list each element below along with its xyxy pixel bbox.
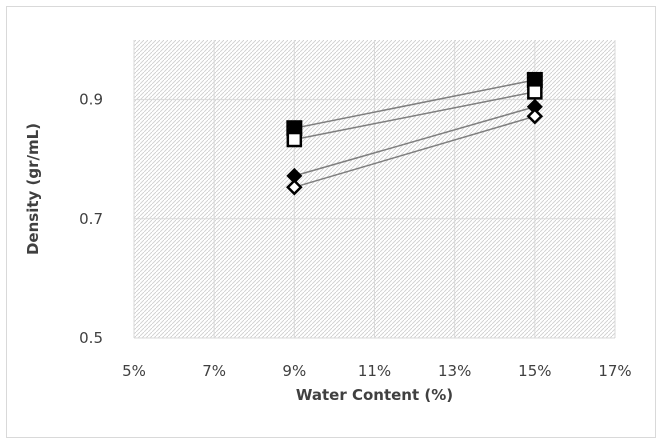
series-1-line (294, 79, 535, 129)
series-4-open-diamond-marker (526, 108, 544, 125)
series-2-line (294, 91, 535, 141)
x-tick-label: 15% (518, 362, 551, 380)
data-markers (286, 71, 544, 196)
x-tick-label: 7% (202, 362, 226, 380)
y-tick-label: 0.9 (79, 91, 103, 109)
series-2-open-square-marker (527, 84, 543, 100)
tick-labels: 5% 7% 9% 11% 13% 15% 17% 0.5 0.7 0.9 (79, 91, 632, 380)
x-tick-label: 13% (438, 362, 471, 380)
series-2-open-square-marker (286, 131, 303, 148)
y-tick-label: 0.5 (79, 329, 103, 347)
x-tick-label: 17% (598, 362, 631, 380)
series-lines (294, 79, 536, 188)
x-tick-label: 9% (282, 362, 306, 380)
series-3-line (294, 106, 536, 177)
y-tick-label: 0.7 (79, 210, 103, 228)
x-axis-title: Water Content (%) (296, 386, 453, 404)
series-4-line (294, 115, 536, 188)
series-3-filled-diamond-marker (286, 167, 303, 184)
x-tick-label: 5% (122, 362, 146, 380)
series-4-open-diamond-marker (286, 178, 303, 196)
y-axis-title: Density (gr/mL) (24, 123, 42, 255)
x-tick-label: 11% (358, 362, 391, 380)
series-3-filled-diamond-marker (526, 98, 543, 115)
series-1-filled-square-marker (526, 71, 543, 88)
